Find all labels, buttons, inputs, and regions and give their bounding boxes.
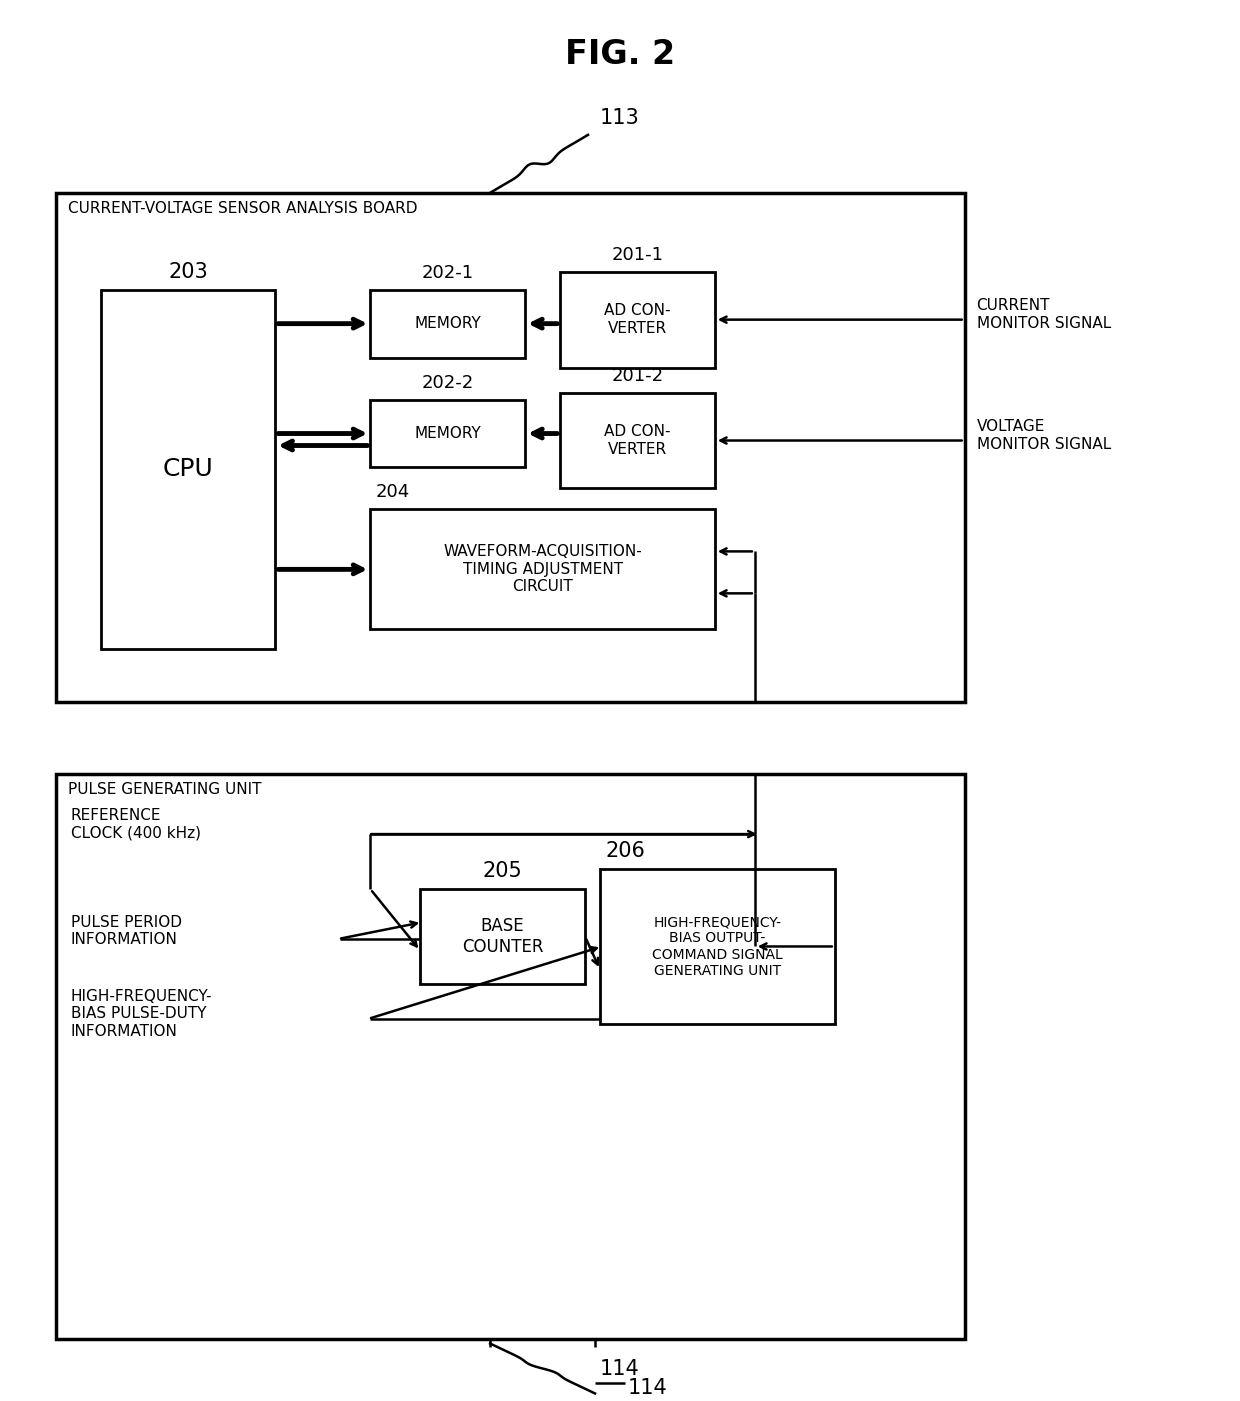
Text: AD CON-
VERTER: AD CON- VERTER — [604, 425, 671, 457]
Text: 202-2: 202-2 — [422, 374, 474, 391]
Text: VOLTAGE
MONITOR SIGNAL: VOLTAGE MONITOR SIGNAL — [977, 419, 1111, 451]
Bar — [371, 399, 525, 468]
Text: 206: 206 — [605, 841, 645, 862]
Bar — [560, 272, 715, 367]
Bar — [560, 392, 715, 489]
Bar — [420, 890, 585, 984]
Bar — [100, 290, 275, 649]
Text: CURRENT-VOLTAGE SENSOR ANALYSIS BOARD: CURRENT-VOLTAGE SENSOR ANALYSIS BOARD — [68, 200, 417, 216]
Bar — [371, 510, 715, 629]
Text: 201-1: 201-1 — [611, 245, 663, 263]
Text: 114: 114 — [627, 1379, 668, 1398]
Text: 201-2: 201-2 — [611, 367, 663, 385]
Text: 114: 114 — [600, 1359, 640, 1379]
Text: PULSE GENERATING UNIT: PULSE GENERATING UNIT — [68, 782, 262, 797]
Bar — [56, 775, 965, 1338]
Bar — [371, 290, 525, 357]
Text: MEMORY: MEMORY — [414, 317, 481, 331]
Text: AD CON-
VERTER: AD CON- VERTER — [604, 304, 671, 336]
Text: HIGH-FREQUENCY-
BIAS OUTPUT-
COMMAND SIGNAL
GENERATING UNIT: HIGH-FREQUENCY- BIAS OUTPUT- COMMAND SIG… — [652, 915, 782, 978]
Text: 205: 205 — [482, 862, 522, 881]
Text: MEMORY: MEMORY — [414, 426, 481, 441]
Text: 203: 203 — [169, 262, 208, 282]
Text: REFERENCE
CLOCK (400 kHz): REFERENCE CLOCK (400 kHz) — [71, 808, 201, 841]
Text: 113: 113 — [600, 108, 640, 127]
Text: 204: 204 — [376, 483, 409, 502]
Text: BASE
COUNTER: BASE COUNTER — [461, 918, 543, 955]
Text: WAVEFORM-ACQUISITION-
TIMING ADJUSTMENT
CIRCUIT: WAVEFORM-ACQUISITION- TIMING ADJUSTMENT … — [443, 545, 642, 594]
Text: CURRENT
MONITOR SIGNAL: CURRENT MONITOR SIGNAL — [977, 298, 1111, 331]
Text: 202-1: 202-1 — [422, 263, 474, 282]
Text: CPU: CPU — [162, 458, 213, 482]
Text: PULSE PERIOD
INFORMATION: PULSE PERIOD INFORMATION — [71, 915, 181, 947]
Text: FIG. 2: FIG. 2 — [565, 38, 675, 71]
Text: HIGH-FREQUENCY-
BIAS PULSE-DUTY
INFORMATION: HIGH-FREQUENCY- BIAS PULSE-DUTY INFORMAT… — [71, 989, 212, 1038]
Bar — [600, 869, 835, 1024]
Bar — [56, 193, 965, 702]
